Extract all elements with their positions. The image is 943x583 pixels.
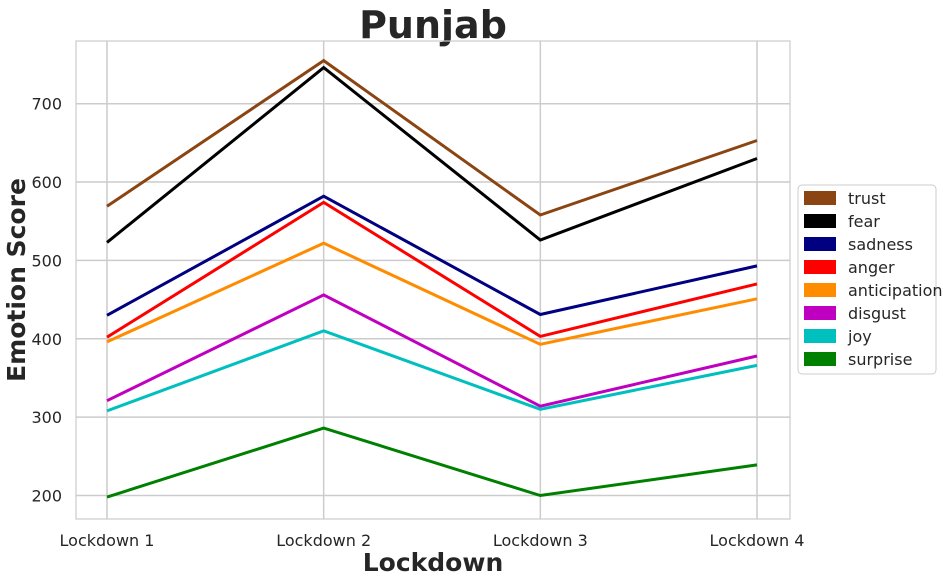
series-line-joy xyxy=(106,329,758,413)
series-line-sadness xyxy=(106,194,758,317)
plot-area xyxy=(75,40,791,520)
grid xyxy=(76,41,790,519)
y-tick-label: 500 xyxy=(31,251,62,270)
y-tick-label: 700 xyxy=(31,95,62,114)
legend-label-disgust: disgust xyxy=(848,304,906,323)
legend-swatch-anger xyxy=(804,260,836,274)
legend-frame xyxy=(797,184,937,375)
y-tick-label: 400 xyxy=(31,330,62,349)
legend-label-surprise: surprise xyxy=(848,350,912,369)
y-tick-label: 600 xyxy=(31,173,62,192)
legend-swatch-anticipation xyxy=(804,283,836,297)
legend: trust fear sadness anger anticipation disgust… xyxy=(797,184,943,375)
legend-swatch-surprise xyxy=(804,352,836,366)
x-tick-label: Lockdown 1 xyxy=(60,531,155,550)
series-line-disgust xyxy=(106,293,758,408)
series-line-surprise xyxy=(106,426,758,499)
y-tick-label: 300 xyxy=(31,408,62,427)
x-tick-label: Lockdown 2 xyxy=(276,531,371,550)
x-tick-labels: Lockdown 1 Lockdown 2 Lockdown 3 Lockdown 4 xyxy=(60,531,805,550)
legend-label-fear: fear xyxy=(848,212,880,231)
legend-label-sadness: sadness xyxy=(848,235,913,254)
series-line-trust xyxy=(106,58,758,217)
legend-swatch-disgust xyxy=(804,306,836,320)
series-line-fear xyxy=(106,65,758,244)
legend-label-anger: anger xyxy=(848,258,895,277)
series-line-anticipation xyxy=(106,241,758,346)
chart-title: Punjab xyxy=(359,3,507,47)
series-line-anger xyxy=(106,200,758,339)
legend-label-anticipation: anticipation xyxy=(848,281,943,300)
series-layer xyxy=(106,58,758,499)
legend-swatch-joy xyxy=(804,329,836,343)
x-tick-label: Lockdown 3 xyxy=(493,531,588,550)
legend-label-joy: joy xyxy=(847,327,872,346)
legend-label-trust: trust xyxy=(848,189,886,208)
x-axis-label: Lockdown xyxy=(363,548,504,577)
y-tick-labels: 200 300 400 500 600 700 xyxy=(31,95,62,506)
legend-swatch-trust xyxy=(804,191,836,205)
legend-swatch-fear xyxy=(804,214,836,228)
x-tick-label: Lockdown 4 xyxy=(710,531,805,550)
legend-swatch-sadness xyxy=(804,237,836,251)
y-axis-label: Emotion Score xyxy=(2,178,31,382)
y-tick-label: 200 xyxy=(31,486,62,505)
